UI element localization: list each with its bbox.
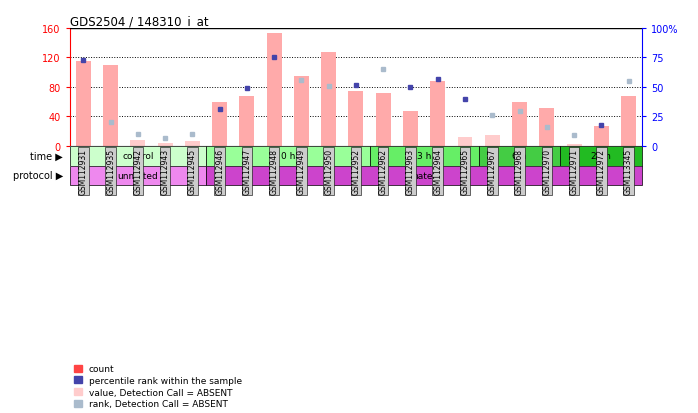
Text: control: control: [122, 152, 154, 161]
Legend: count, percentile rank within the sample, value, Detection Call = ABSENT, rank, : count, percentile rank within the sample…: [74, 365, 242, 408]
Text: 3 h: 3 h: [417, 152, 431, 161]
Text: GSM112945: GSM112945: [188, 149, 197, 195]
Bar: [267, 34, 282, 147]
Text: GSM112946: GSM112946: [215, 149, 224, 195]
Bar: [484, 135, 500, 147]
Bar: [70, 166, 206, 186]
Text: GSM112943: GSM112943: [161, 149, 170, 195]
Bar: [567, 145, 581, 147]
Bar: [158, 144, 172, 147]
Text: GSM112963: GSM112963: [406, 149, 415, 195]
Text: GSM112964: GSM112964: [433, 149, 443, 195]
Text: GSM112972: GSM112972: [597, 149, 606, 195]
Text: mated: mated: [410, 171, 439, 180]
Text: GSM113345: GSM113345: [624, 149, 633, 195]
Text: GSM112935: GSM112935: [106, 149, 115, 195]
Bar: [376, 94, 391, 147]
Text: GSM112970: GSM112970: [542, 149, 551, 195]
Bar: [294, 77, 309, 147]
Text: 24 h: 24 h: [591, 152, 611, 161]
Text: GSM112968: GSM112968: [515, 149, 524, 195]
Text: 0 h: 0 h: [281, 152, 295, 161]
Bar: [479, 147, 560, 166]
Bar: [212, 102, 227, 147]
Bar: [348, 91, 364, 147]
Text: GSM112962: GSM112962: [379, 149, 387, 195]
Bar: [206, 166, 642, 186]
Bar: [239, 97, 255, 147]
Bar: [131, 141, 145, 147]
Text: GSM112971: GSM112971: [570, 149, 579, 195]
Text: GSM112952: GSM112952: [352, 149, 360, 195]
Text: GSM112950: GSM112950: [325, 149, 333, 195]
Bar: [76, 62, 91, 147]
Text: GSM112942: GSM112942: [133, 149, 142, 195]
Text: GSM112965: GSM112965: [461, 149, 470, 195]
Text: GSM112967: GSM112967: [488, 149, 497, 195]
Bar: [560, 147, 642, 166]
Bar: [403, 111, 418, 147]
Text: GDS2504 / 148310_i_at: GDS2504 / 148310_i_at: [70, 15, 209, 28]
Bar: [457, 138, 473, 147]
Bar: [321, 52, 336, 147]
Bar: [185, 142, 200, 147]
Text: 6 h: 6 h: [512, 152, 527, 161]
Bar: [206, 147, 370, 166]
Bar: [430, 82, 445, 147]
Text: GSM112931: GSM112931: [79, 149, 88, 195]
Bar: [512, 102, 527, 147]
Text: time ▶: time ▶: [30, 152, 63, 161]
Text: GSM112949: GSM112949: [297, 149, 306, 195]
Bar: [103, 66, 118, 147]
Bar: [70, 147, 206, 166]
Text: protocol ▶: protocol ▶: [13, 171, 63, 181]
Bar: [370, 147, 479, 166]
Text: GSM112947: GSM112947: [242, 149, 251, 195]
Bar: [621, 97, 636, 147]
Text: GSM112948: GSM112948: [269, 149, 279, 195]
Bar: [594, 127, 609, 147]
Text: unmated: unmated: [117, 171, 158, 180]
Bar: [540, 108, 554, 147]
